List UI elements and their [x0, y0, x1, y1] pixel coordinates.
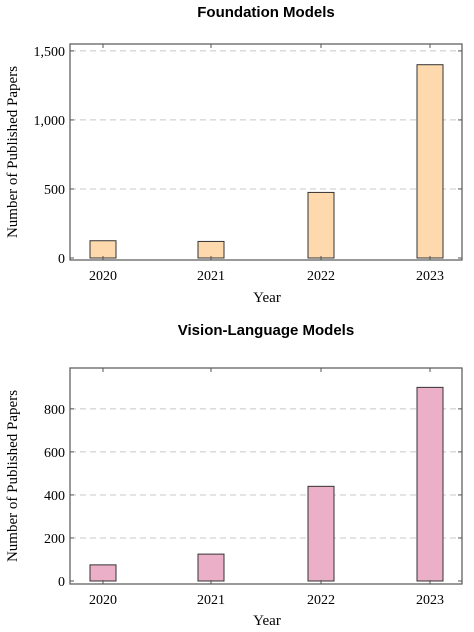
bar-2022: [307, 191, 335, 259]
y-axis-title: Number of Published Papers: [5, 390, 21, 562]
y-axis-title: Number of Published Papers: [5, 66, 21, 238]
x-tick-label: 2021: [197, 593, 225, 608]
x-tick-label: 2020: [89, 593, 117, 608]
bar-2020: [89, 564, 117, 582]
y-tick-label: 500: [44, 183, 65, 198]
x-tick-label: 2023: [416, 269, 444, 284]
y-tick-label: 1,500: [34, 45, 66, 60]
chart-title: Vision-Language Models: [178, 322, 354, 339]
y-tick-label: 600: [44, 446, 65, 461]
bar-2023: [416, 386, 444, 582]
vision-language-models-chart: Vision-Language Models 0 200 400 600 800 2020…: [5, 322, 463, 629]
x-tick-label: 2022: [307, 269, 335, 284]
x-tick-label: 2023: [416, 593, 444, 608]
y-tick-label: 0: [58, 252, 65, 267]
y-tick-label: 0: [58, 575, 65, 590]
plot-frame: [69, 367, 463, 585]
bar-2023: [416, 64, 444, 259]
foundation-models-chart: Foundation Models 0 500 1,000 1,500 2020 2021…: [5, 4, 463, 306]
x-axis-title: Year: [253, 613, 281, 629]
bar-2021: [197, 240, 225, 259]
bar-2022: [307, 485, 335, 582]
x-tick-label: 2022: [307, 593, 335, 608]
y-tick-label: 1,000: [34, 114, 66, 129]
y-tick-label: 400: [44, 489, 65, 504]
chart-title: Foundation Models: [197, 4, 334, 21]
bar-2020: [89, 240, 117, 259]
x-tick-label: 2020: [89, 269, 117, 284]
plot-frame: [69, 43, 463, 261]
y-tick-label: 200: [44, 532, 65, 547]
y-tick-label: 800: [44, 403, 65, 418]
bar-2021: [197, 553, 225, 582]
x-tick-label: 2021: [197, 269, 225, 284]
x-axis-title: Year: [253, 290, 281, 306]
